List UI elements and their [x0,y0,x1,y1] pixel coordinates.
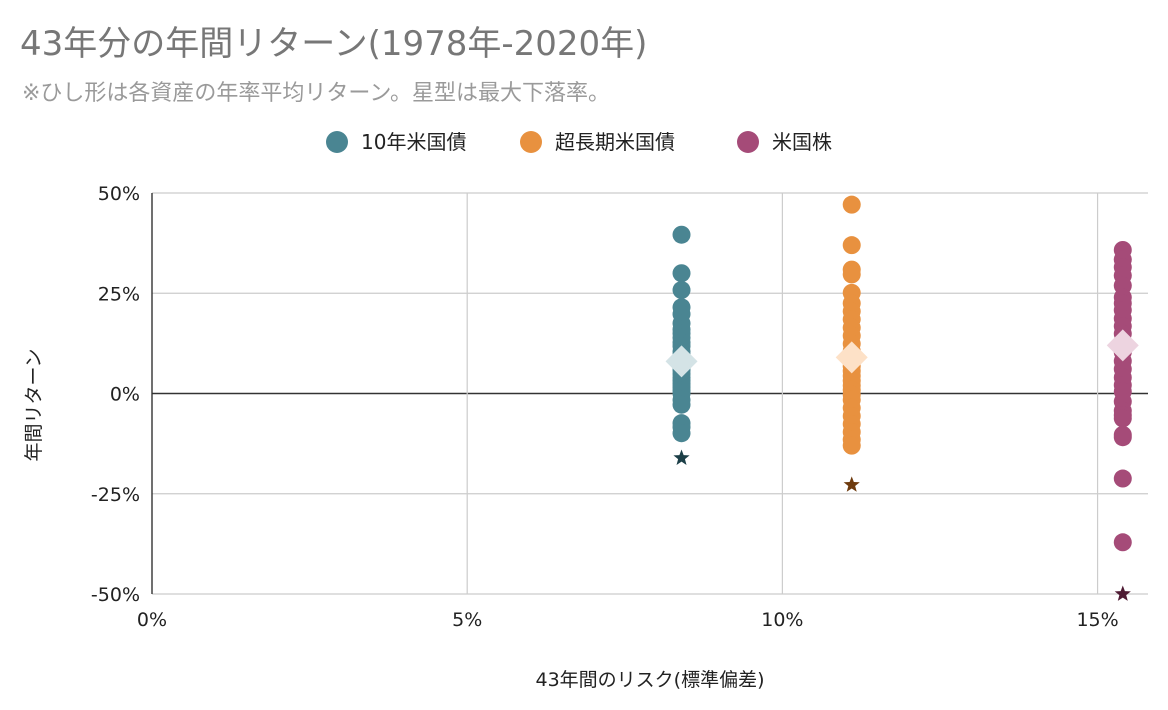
legend: 10年米国債 超長期米国債 米国株 [326,130,832,154]
max-drawdown-star [673,449,690,465]
data-point [842,436,861,455]
y-axis-ticks: 50% 25% 0% -25% -50% [91,183,140,606]
data-point [1113,409,1132,428]
data-point [672,225,691,244]
data-point [1113,428,1132,447]
max-drawdown-star [1114,585,1131,601]
data-point [672,264,691,283]
legend-label: 超長期米国債 [555,130,675,154]
data-point [842,236,861,255]
data-point [672,395,691,414]
legend-marker [326,131,348,153]
y-tick-label: -50% [91,584,140,606]
legend-marker [737,131,759,153]
x-axis-title: 43年間のリスク(標準偏差) [535,669,764,691]
data-point [672,424,691,443]
x-tick-label: 0% [137,609,167,631]
mean-return-diamond [665,345,698,378]
y-axis-title: 年間リターン [23,348,45,461]
legend-item: 米国株 [737,130,832,154]
gridlines [151,192,1148,595]
chart-title: 43年分の年間リターン(1978年-2020年) [20,24,647,64]
y-tick-label: -25% [91,484,140,506]
series-points [665,225,698,465]
legend-label: 米国株 [772,130,832,154]
data-point [842,265,861,284]
y-tick-label: 50% [98,183,140,205]
max-drawdown-star [843,476,860,492]
legend-marker [520,131,542,153]
series-points [1106,240,1139,601]
data-point [1113,469,1132,488]
x-tick-label: 15% [1076,609,1118,631]
data-point [1113,533,1132,552]
series-points [835,195,868,492]
mean-return-diamond [1106,329,1139,362]
y-tick-label: 0% [110,384,140,406]
mean-return-diamond [835,341,868,374]
data-point [672,281,691,300]
x-tick-label: 5% [452,609,482,631]
x-axis-ticks: 0% 5% 10% 15% [137,609,1119,631]
y-tick-label: 25% [98,283,140,305]
legend-label: 10年米国債 [361,130,466,154]
data-point [842,195,861,214]
data-points [665,195,1139,601]
legend-item: 10年米国債 [326,130,466,154]
legend-item: 超長期米国債 [520,130,675,154]
x-tick-label: 10% [761,609,803,631]
chart-subtitle: ※ひし形は各資産の年率平均リターン。星型は最大下落率。 [22,81,610,106]
